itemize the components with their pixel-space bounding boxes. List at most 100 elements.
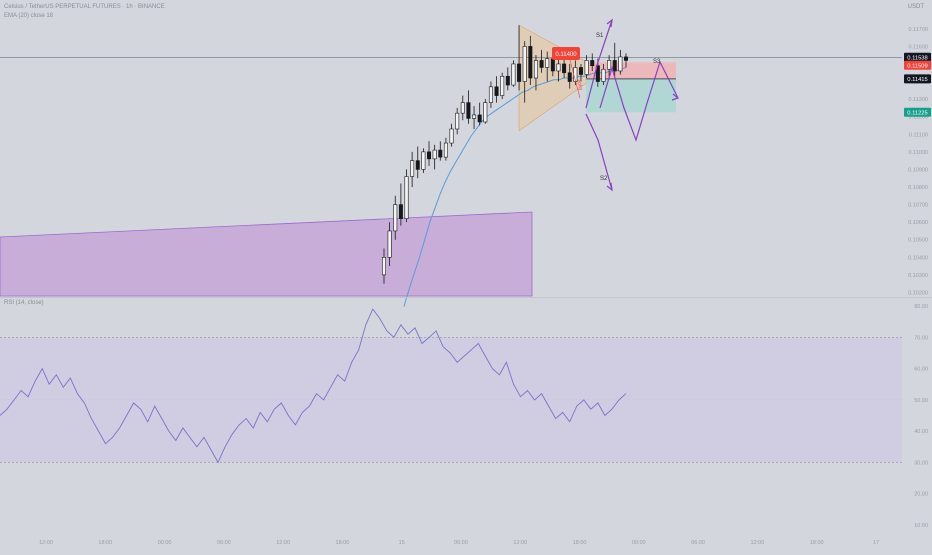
price-tick-label: 0.10400 xyxy=(908,255,928,261)
rsi-band xyxy=(0,337,902,463)
rsi-legend[interactable]: RSI (14, close) xyxy=(4,300,44,306)
price-tag-text: 0.11538 xyxy=(907,55,928,61)
price-tick-label: 0.10500 xyxy=(908,238,928,244)
candle-body xyxy=(505,75,510,86)
time-tick-label: 06:00 xyxy=(691,540,705,546)
take-profit-box xyxy=(586,78,676,113)
candle-body xyxy=(556,63,561,72)
rsi-tick-label: 70.00 xyxy=(914,335,928,341)
candle-body xyxy=(421,151,426,170)
price-tag-text: 0.11415 xyxy=(907,77,928,83)
currency-label: USDT xyxy=(907,4,924,10)
price-tag-box xyxy=(904,74,931,84)
price-tick-label: 0.10800 xyxy=(908,185,928,191)
candle-body xyxy=(567,72,572,82)
s2-label: S2 xyxy=(600,176,608,182)
candle-body xyxy=(387,230,392,258)
price-tag-text: 0.11509 xyxy=(907,63,928,69)
rsi-tick-label: 50.00 xyxy=(914,398,928,404)
price-tick-label: 0.11100 xyxy=(909,132,928,138)
price-tick-label: 0.10700 xyxy=(908,203,928,209)
candle-body xyxy=(381,257,386,276)
time-tick-label: 06:00 xyxy=(217,540,231,546)
candle-body xyxy=(488,86,493,103)
indicator-legend[interactable]: EMA (20) close 18 xyxy=(4,13,54,19)
time-tick-label: 18:00 xyxy=(98,540,112,546)
ema-line xyxy=(403,67,627,307)
candle-body xyxy=(539,60,544,68)
rsi-tick-label: 80.00 xyxy=(914,304,928,310)
candle-body xyxy=(522,46,527,82)
path-s1 xyxy=(585,19,613,109)
candle-body xyxy=(618,56,623,72)
candle-body xyxy=(550,58,555,72)
symbol-legend[interactable]: Celsius / TetherUS PERPETUAL FUTURES · 1… xyxy=(4,4,165,10)
candle-body xyxy=(584,60,589,75)
arrowhead-s2 xyxy=(606,182,613,192)
candle-body xyxy=(398,204,403,219)
candle-body xyxy=(449,128,454,144)
price-tick-label: 0.11200 xyxy=(909,115,928,121)
candle-body xyxy=(607,60,612,70)
candle-body xyxy=(590,60,595,67)
s3-label: S3 xyxy=(653,59,661,65)
demand-zone xyxy=(0,211,533,297)
price-tick-label: 0.11700 xyxy=(909,27,928,33)
candle-body xyxy=(483,102,488,123)
candle-body xyxy=(466,102,471,119)
time-tick-label: 12:00 xyxy=(751,540,765,546)
time-tick-label: 12:00 xyxy=(39,540,53,546)
arrowhead-s3 xyxy=(671,93,680,101)
candle-body xyxy=(623,56,628,61)
time-tick-label: 06:00 xyxy=(454,540,468,546)
candle-body xyxy=(460,102,465,114)
price-tick-label: 0.10200 xyxy=(908,290,928,296)
candle-body xyxy=(562,63,567,74)
time-tick-label: 18:00 xyxy=(573,540,587,546)
price-tag-box xyxy=(904,52,931,62)
time-tick-label: 00:00 xyxy=(158,540,172,546)
candle-body xyxy=(438,149,443,158)
time-tick-label: 15 xyxy=(399,540,405,546)
candle-body xyxy=(595,65,600,82)
rsi-tick-label: 60.00 xyxy=(914,367,928,373)
candle-body xyxy=(494,86,499,96)
rsi-tick-label: 20.00 xyxy=(914,492,928,498)
candle-body xyxy=(511,63,516,86)
time-tick-label: 18:00 xyxy=(810,540,824,546)
candle-body xyxy=(404,176,409,219)
time-tick-label: 12:00 xyxy=(513,540,527,546)
candle-body xyxy=(601,68,606,82)
candle-body xyxy=(533,60,538,79)
candle-body xyxy=(528,46,533,79)
entry-tag-text: 0.11400 xyxy=(555,52,577,58)
rsi-line xyxy=(0,308,627,464)
candle-body xyxy=(410,160,415,177)
time-tick-label: 17 xyxy=(873,540,879,546)
pane-separator[interactable] xyxy=(0,297,932,298)
entry-tag-pointer xyxy=(569,59,581,99)
price-tick-label: 0.10600 xyxy=(908,220,928,226)
time-tick-label: 12:00 xyxy=(276,540,290,546)
candle-body xyxy=(393,204,398,232)
entry-note: entry xyxy=(575,79,584,92)
s1-label: S1 xyxy=(596,33,604,39)
price-tick-label: 0.11300 xyxy=(909,97,928,103)
price-tick-label: 0.11600 xyxy=(909,44,928,50)
time-tick-label: 18:00 xyxy=(336,540,350,546)
candle-body xyxy=(517,63,522,82)
price-tick-label: 0.10300 xyxy=(908,273,928,279)
candle-body xyxy=(612,60,617,72)
rsi-tick-label: 40.00 xyxy=(914,429,928,435)
candle-body xyxy=(477,114,482,123)
candle-body xyxy=(472,114,477,119)
candle-body xyxy=(432,149,437,160)
rsi-tick-label: 10.00 xyxy=(914,523,928,529)
arrowhead-s1 xyxy=(606,18,613,28)
candle-body xyxy=(578,67,583,75)
entry-tag-box xyxy=(552,47,580,60)
candle-body xyxy=(500,75,505,96)
candle-body xyxy=(427,151,432,160)
price-tick-label: 0.10900 xyxy=(908,167,928,173)
